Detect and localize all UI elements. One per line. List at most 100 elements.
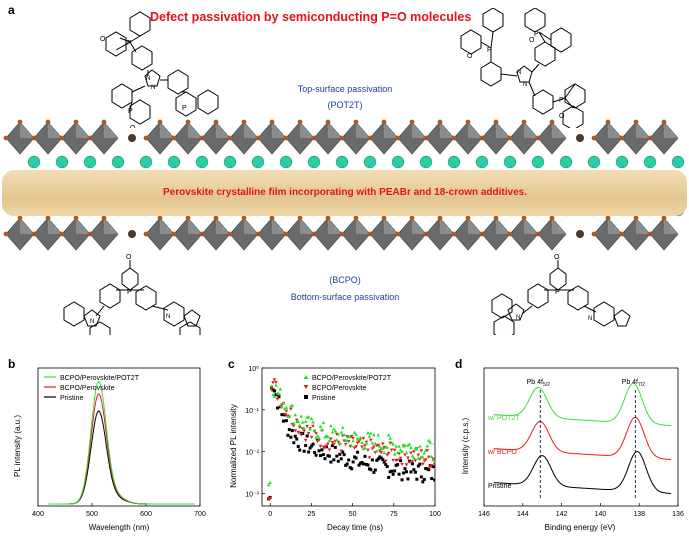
chart-c-point: [391, 442, 395, 446]
chart-c-point: [369, 431, 373, 435]
svg-text:N: N: [588, 316, 592, 322]
chart-c-point: [318, 424, 323, 429]
chart-c-point: [425, 448, 430, 453]
chart-c-point: [327, 438, 332, 442]
chart-c-point: [281, 401, 286, 405]
halide-atom: [367, 135, 373, 141]
halide-atom: [423, 231, 429, 237]
cation-atom: [307, 155, 321, 169]
halide-atom: [605, 215, 611, 221]
halide-atom: [255, 135, 261, 141]
chart-c-point: [292, 441, 296, 445]
chart-d-xtick-label: 136: [672, 511, 684, 518]
halide-atom: [3, 135, 9, 141]
halide-atom: [45, 215, 51, 221]
chart-c-point: [336, 432, 341, 436]
halide-atom: [31, 231, 37, 237]
chart-c-point: [376, 443, 381, 447]
chart-c-point: [358, 435, 363, 440]
chart-c-point: [423, 458, 428, 462]
chart-c-point: [423, 448, 428, 453]
chart-c-point: [332, 442, 336, 446]
chart-c-point: [381, 458, 385, 462]
chart-c-point: [382, 460, 386, 464]
chart-b-xtick-label: 500: [86, 511, 98, 518]
svg-text:O: O: [100, 36, 106, 43]
chart-d-xps: Intensity (c.p.s.) Binding energy (eV) 1…: [461, 367, 684, 532]
chart-c-point: [269, 388, 274, 392]
chart-c-point: [406, 456, 410, 460]
chart-c-point: [376, 457, 380, 461]
chart-c-legend-label: BCPO/Perovskite/POT2T: [312, 375, 392, 382]
chart-c-point: [296, 444, 300, 448]
chart-c-ytick-label: 10⁻²: [245, 450, 259, 457]
chart-c-point: [379, 451, 384, 455]
halide-atom: [521, 215, 527, 221]
chart-c-point: [321, 453, 325, 457]
halide-atom: [507, 231, 513, 237]
svg-text:P: P: [559, 97, 564, 104]
svg-text:O: O: [554, 254, 560, 261]
chart-c-point: [291, 424, 296, 428]
octahedron-face: [300, 218, 314, 234]
halide-atom: [535, 135, 541, 141]
chart-c-point: [272, 378, 277, 382]
chart-c-point: [386, 433, 391, 437]
chart-c-point: [348, 435, 352, 439]
halide-atom: [395, 231, 401, 237]
chart-d-xtick-label: 138: [633, 511, 645, 518]
svg-text:P: P: [555, 289, 560, 296]
chart-c-point: [361, 462, 365, 466]
chart-c-point: [272, 394, 277, 398]
halide-atom: [325, 119, 331, 125]
halide-atom: [549, 215, 555, 221]
chart-c-point: [287, 428, 291, 432]
halide-atom: [633, 119, 639, 125]
chart-c-point: [308, 427, 312, 431]
chart-c-point: [330, 444, 334, 448]
chart-c-point: [418, 462, 422, 466]
chart-c-scatter-area: [266, 378, 435, 502]
octahedron-face: [356, 122, 370, 138]
chart-c-point: [317, 449, 321, 453]
lead-atom-exposed: [128, 134, 136, 142]
chart-c-point: [289, 435, 293, 439]
svg-text:P: P: [182, 105, 187, 112]
bottom-passivation-molecule: (BCPO): [329, 275, 361, 285]
chart-c-point: [364, 441, 369, 445]
top-passivation-label: Top-surface passivation: [297, 84, 393, 94]
chart-c-point: [280, 413, 284, 417]
chart-c-point: [370, 447, 375, 451]
chart-c-point: [372, 470, 376, 474]
chart-c-point: [432, 441, 435, 445]
chart-c-point: [378, 444, 382, 448]
chart-c-point: [422, 477, 426, 481]
halide-atom: [143, 231, 149, 237]
svg-text:O: O: [130, 125, 136, 128]
halide-atom: [409, 119, 415, 125]
chart-c-point: [338, 452, 342, 456]
chart-c-point: [363, 444, 367, 448]
chart-c-point: [404, 463, 409, 467]
chart-c-point: [361, 436, 366, 441]
halide-atom: [73, 215, 79, 221]
chart-c-point: [383, 459, 388, 463]
cation-atom: [27, 155, 41, 169]
chart-c-point: [332, 458, 336, 462]
chart-c-point: [318, 444, 323, 448]
chart-d-peak-label: Pb 4f7/2: [622, 379, 646, 388]
chart-c-point: [392, 448, 397, 452]
chart-c-trpl-decay: Normalized PL intensity Decay time (ns) …: [229, 365, 441, 532]
chart-c-point: [370, 441, 375, 445]
chart-c-point: [278, 387, 283, 391]
chart-c-point: [309, 416, 314, 420]
chart-c-point: [297, 423, 302, 427]
chart-c-point: [361, 446, 366, 451]
halide-atom: [297, 119, 303, 125]
octahedron-face: [384, 218, 398, 234]
chart-c-point: [293, 434, 297, 438]
chart-c-point: [355, 441, 360, 445]
chart-c-point: [287, 414, 292, 418]
chart-c-point: [402, 471, 406, 475]
chart-c-point: [370, 458, 374, 462]
